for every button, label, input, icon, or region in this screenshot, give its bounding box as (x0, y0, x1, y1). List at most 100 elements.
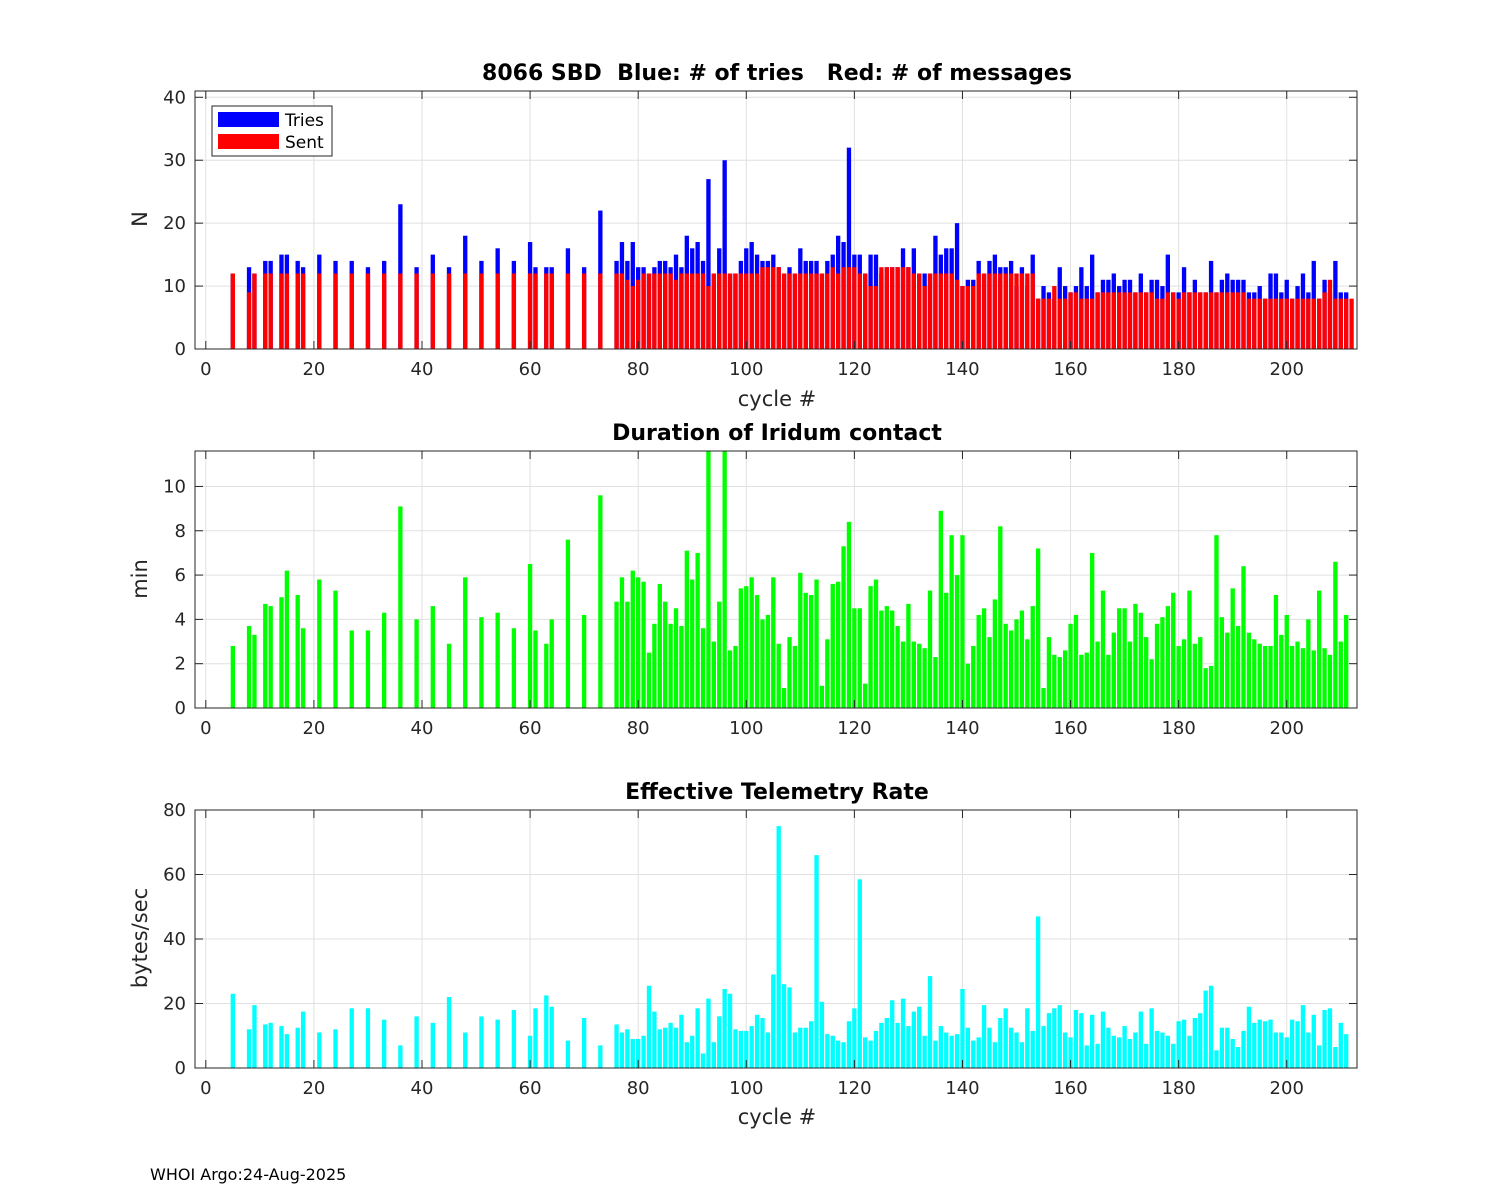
duration-bar (630, 570, 635, 708)
sent-bar (954, 279, 960, 349)
tries-bar (722, 160, 727, 349)
sent-bar (636, 279, 641, 349)
iridium-duration-panel: 0 20 40 60 80 100 120 140 160 180 200 0 2 4 6 8 10 Durat… (128, 421, 1358, 739)
sent-bar (1322, 292, 1327, 349)
sent-bar (717, 273, 722, 349)
sent-bar (1214, 292, 1219, 349)
rate-bar (1008, 1027, 1014, 1068)
sent-bar (733, 273, 738, 349)
sent-bar (527, 273, 533, 349)
sent-bar (771, 267, 776, 349)
sent-bar (1219, 292, 1225, 349)
sbd-tries-xtick-label: 60 (519, 359, 542, 380)
sent-bar (917, 273, 922, 349)
telemetry-rate-ytick-label: 0 (175, 1058, 186, 1079)
rate-bar (1268, 1019, 1273, 1068)
rate-bar (830, 1035, 835, 1068)
duration-bar (944, 592, 949, 708)
duration-bar (1035, 548, 1041, 708)
telemetry-rate-xtick-label: 40 (411, 1078, 434, 1099)
telemetry-rate-ylabel: bytes/sec (128, 888, 152, 988)
rate-bar (446, 997, 452, 1068)
sbd-tries-xtick-label: 40 (411, 359, 434, 380)
duration-bar (922, 648, 927, 708)
duration-bar (295, 595, 300, 708)
sbd-tries-axes-box (194, 90, 1358, 350)
rate-bar (668, 1022, 673, 1068)
duration-bar (1176, 645, 1181, 708)
telemetry-rate-xtick-label: 60 (519, 1078, 542, 1099)
rate-bar (1198, 1013, 1203, 1068)
sent-bar (1295, 298, 1300, 349)
rate-bar (1090, 1014, 1095, 1068)
rate-bar (1052, 1008, 1057, 1068)
sent-bar (1062, 298, 1068, 349)
rate-bar (722, 988, 727, 1068)
duration-bar (1041, 688, 1046, 708)
duration-bar (808, 595, 814, 708)
sent-bar (1198, 292, 1203, 349)
sent-bar (398, 273, 403, 349)
sent-bar (884, 267, 889, 349)
rate-bar (846, 1021, 852, 1068)
duration-bar (446, 643, 452, 708)
duration-bar (1289, 645, 1295, 708)
telemetry-rate-xtick-label: 100 (729, 1078, 763, 1099)
iridium-duration-xtick-label: 200 (1270, 718, 1304, 739)
rate-bar (733, 1029, 738, 1068)
sent-bar (1003, 273, 1008, 349)
telemetry-rate-xtick-label: 140 (945, 1078, 979, 1099)
duration-bar (641, 581, 646, 708)
sent-bar (268, 273, 273, 349)
sent-bar (895, 267, 900, 349)
rate-bar (960, 988, 965, 1068)
rate-bar (890, 1000, 895, 1068)
rate-bar (1073, 1009, 1079, 1068)
duration-bar (852, 608, 857, 708)
duration-bar (1111, 632, 1116, 708)
duration-bar (706, 451, 711, 708)
rate-bar (646, 985, 652, 1068)
sent-bar (765, 267, 771, 349)
duration-bar (300, 628, 306, 708)
duration-bar (814, 579, 819, 708)
rate-bar (792, 1032, 798, 1068)
duration-bar (495, 612, 500, 708)
duration-bar (954, 575, 960, 708)
sent-bar (663, 273, 668, 349)
duration-bar (744, 586, 749, 708)
rate-bar (252, 1005, 257, 1068)
rate-bar (900, 998, 906, 1068)
sbd-tries-title: 8066 SBD Blue: # of tries Red: # of mess… (482, 61, 1072, 86)
duration-bar (263, 603, 268, 708)
rate-bar (598, 1045, 603, 1068)
duration-bar (268, 606, 273, 708)
sent-bar (430, 273, 435, 349)
duration-bar (992, 599, 998, 708)
rate-bar (1030, 1030, 1035, 1068)
duration-bar (695, 552, 700, 708)
rate-bar (1219, 1027, 1225, 1068)
duration-bar (317, 579, 322, 708)
sent-bar (684, 273, 689, 349)
sent-bar (695, 273, 700, 349)
duration-bar (787, 637, 792, 708)
sent-bar (625, 279, 630, 349)
duration-bar (544, 643, 549, 708)
telemetry-rate-xtick-label: 20 (302, 1078, 325, 1099)
duration-bar (527, 563, 533, 708)
rate-bar (879, 1022, 884, 1068)
sent-bar (706, 286, 711, 349)
rate-bar (819, 1001, 825, 1068)
duration-bar (1068, 623, 1073, 708)
sent-bar (814, 273, 819, 349)
sent-bar (1079, 298, 1084, 349)
sent-bar (463, 273, 468, 349)
duration-bar (1284, 614, 1289, 708)
telemetry-rate-xlabel: cycle # (738, 1105, 817, 1129)
sent-bar (646, 273, 652, 349)
rate-bar (533, 1008, 538, 1068)
sent-bar (1235, 292, 1241, 349)
duration-bar (1262, 645, 1268, 708)
sent-bar (598, 273, 603, 349)
